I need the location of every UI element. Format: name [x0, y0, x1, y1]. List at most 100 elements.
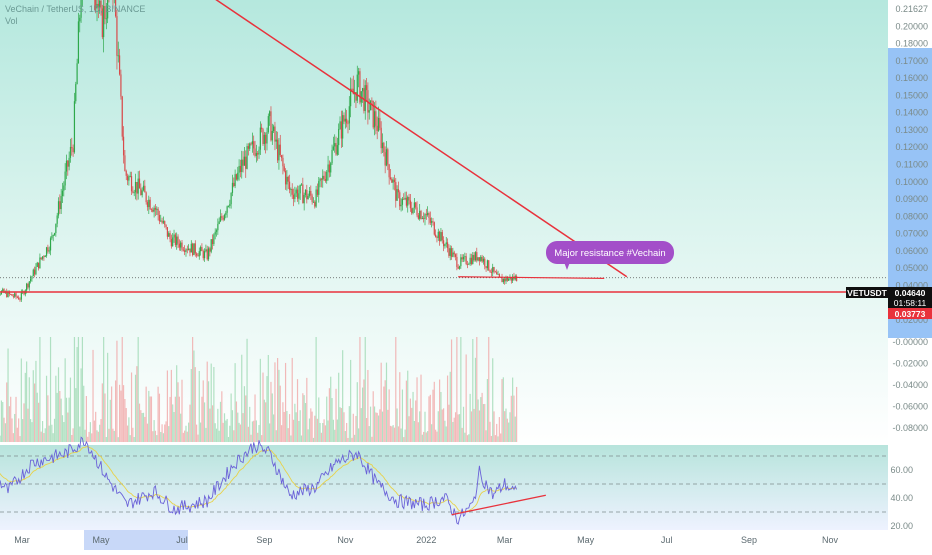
volume-bar: [274, 362, 276, 442]
volume-bar: [108, 428, 110, 442]
annotation-bubble[interactable]: Major resistance #Vechain: [546, 241, 674, 270]
candle-body: [148, 199, 150, 208]
candle-body: [473, 254, 475, 261]
candle-body: [173, 234, 175, 238]
volume-bar: [275, 430, 277, 442]
volume-bar: [502, 377, 504, 442]
volume-bar: [373, 406, 376, 442]
volume-bar: [409, 398, 411, 442]
candle-body: [218, 221, 220, 224]
volume-bar: [258, 425, 260, 442]
volume-bar: [217, 408, 219, 442]
candle-body: [287, 176, 289, 182]
main-pane-background: [0, 0, 890, 445]
candle-body: [96, 3, 98, 9]
candle-body: [211, 239, 214, 245]
candle-body: [338, 128, 340, 146]
volume-bar: [354, 434, 356, 442]
volume-bar: [397, 426, 400, 442]
candle-body: [126, 175, 129, 181]
volume-bar: [219, 401, 222, 442]
volume-bar: [207, 381, 210, 442]
volume-bar: [457, 414, 459, 442]
candle-body: [504, 278, 506, 282]
candle-body: [185, 249, 187, 252]
candle-body: [137, 178, 139, 194]
volume-bar: [375, 412, 377, 442]
candle-body: [36, 262, 38, 267]
candle-body: [234, 174, 236, 187]
volume-bar: [168, 426, 170, 442]
volume-bar: [211, 405, 214, 442]
volume-bar: [516, 386, 518, 442]
volume-bar: [482, 404, 485, 442]
volume-bar: [262, 372, 264, 442]
volume-bar: [331, 398, 333, 442]
rsi-pane-background: [0, 445, 890, 530]
candle-body: [480, 256, 482, 261]
candle-body: [254, 148, 256, 156]
volume-bar: [332, 419, 334, 442]
candle-body: [344, 118, 346, 122]
candle-body: [261, 127, 263, 130]
volume-bar: [71, 434, 73, 442]
candle-body: [328, 164, 330, 173]
candle-body: [6, 291, 8, 297]
volume-bar: [352, 413, 354, 442]
volume-bar: [138, 403, 141, 442]
volume-bar: [140, 410, 142, 442]
candle-body: [427, 213, 429, 215]
candle-body: [282, 157, 284, 167]
volume-bar: [10, 396, 12, 442]
candle-body: [461, 257, 463, 260]
volume-bar: [87, 436, 89, 442]
volume-bar: [56, 392, 58, 442]
candle-body: [251, 141, 253, 145]
volume-bar: [259, 358, 261, 442]
volume-bar: [239, 424, 242, 442]
candle-body: [27, 283, 29, 288]
candle-body: [146, 202, 149, 208]
volume-bar: [361, 387, 364, 442]
candle-body: [253, 141, 255, 149]
volume-bar: [180, 413, 182, 442]
candle-body: [202, 251, 204, 259]
volume-bar: [181, 379, 183, 442]
volume-bar: [45, 375, 48, 442]
volume-bar: [166, 370, 168, 442]
candle-body: [129, 176, 131, 177]
candle-body: [57, 201, 60, 216]
volume-bar: [57, 367, 60, 442]
candle-body: [472, 254, 474, 264]
price-tick-label: 0.17000: [895, 56, 928, 66]
symbol-tag-bg: [846, 287, 888, 298]
volume-bar: [461, 427, 463, 442]
candle-body: [437, 231, 439, 238]
volume-bar: [322, 423, 324, 442]
volume-bar: [468, 434, 470, 442]
volume-bar: [481, 392, 483, 442]
volume-bar: [387, 409, 389, 442]
candle-body: [350, 88, 352, 107]
volume-bar: [421, 434, 423, 442]
volume-bar: [290, 435, 292, 442]
volume-bar: [164, 424, 166, 442]
candle-body: [172, 237, 174, 247]
price-tick-label: 0.21627: [895, 4, 928, 14]
trendline-short-support: [458, 276, 605, 279]
volume-bar: [395, 337, 397, 442]
volume-bar: [433, 381, 435, 442]
volume-bar: [359, 337, 361, 442]
price-tick-label: 0.14000: [895, 108, 928, 118]
volume-bar: [295, 412, 297, 442]
candle-body: [247, 146, 249, 149]
volume-bar: [26, 361, 28, 442]
volume-bar: [170, 369, 172, 442]
volume-bar: [265, 402, 267, 442]
annotation-text: Major resistance #Vechain: [554, 248, 665, 259]
candle-body: [157, 208, 159, 216]
candle-body: [315, 189, 317, 207]
candle-body: [342, 115, 344, 139]
volume-bar: [109, 399, 111, 442]
volume-bar: [196, 424, 198, 442]
